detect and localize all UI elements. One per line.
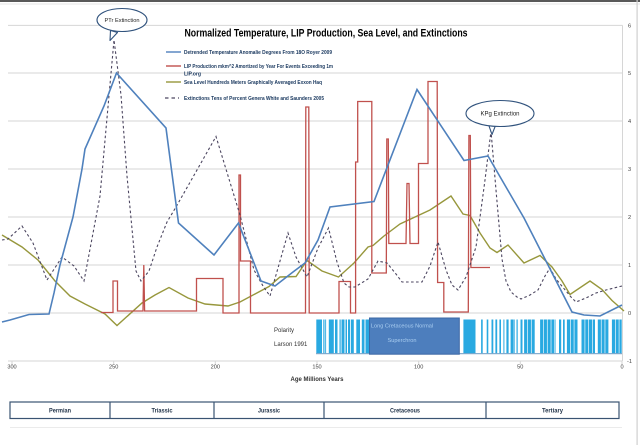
svg-text:LIP Production mkm^2 Amortized: LIP Production mkm^2 Amortized by Year F… (184, 64, 333, 70)
svg-text:Normalized Temperature, LIP Pr: Normalized Temperature, LIP Production, … (185, 28, 468, 40)
svg-text:100: 100 (414, 365, 423, 371)
svg-text:6: 6 (628, 24, 631, 30)
svg-text:Age Millions Years: Age Millions Years (291, 377, 345, 383)
svg-text:KPg Extinction: KPg Extinction (481, 112, 520, 118)
svg-text:LIP.org: LIP.org (184, 72, 202, 78)
svg-text:Superchron: Superchron (388, 338, 417, 344)
svg-text:Tertiary: Tertiary (542, 409, 564, 415)
svg-text:Cretaceous: Cretaceous (390, 409, 421, 415)
svg-text:4: 4 (628, 119, 631, 125)
svg-text:Larson 1991: Larson 1991 (274, 342, 308, 348)
svg-text:Extinctions Tens of Percent Ge: Extinctions Tens of Percent Genera White… (184, 96, 324, 102)
svg-text:0: 0 (620, 365, 623, 371)
svg-text:-1: -1 (627, 359, 632, 365)
svg-text:Polarity: Polarity (274, 328, 294, 334)
svg-text:1: 1 (628, 263, 631, 269)
svg-text:300: 300 (7, 365, 16, 371)
svg-text:3: 3 (628, 167, 631, 173)
svg-text:Jurassic: Jurassic (258, 409, 281, 415)
svg-text:5: 5 (628, 71, 631, 77)
svg-text:150: 150 (312, 365, 321, 371)
svg-text:Triassic: Triassic (152, 409, 174, 415)
svg-text:2: 2 (628, 215, 631, 221)
svg-text:200: 200 (211, 365, 220, 371)
svg-text:Long Cretaceous Normal: Long Cretaceous Normal (371, 324, 433, 330)
svg-text:50: 50 (517, 365, 523, 371)
svg-text:0: 0 (628, 311, 631, 317)
svg-text:Detrended Temperature Anomalie: Detrended Temperature Anomalie Degrees F… (184, 50, 332, 56)
svg-text:PTr Extinction: PTr Extinction (105, 18, 140, 24)
svg-text:Sea Level Hundreds Meters Grap: Sea Level Hundreds Meters Graphically Av… (184, 80, 322, 86)
svg-text:250: 250 (109, 365, 118, 371)
svg-text:Permian: Permian (49, 409, 71, 415)
